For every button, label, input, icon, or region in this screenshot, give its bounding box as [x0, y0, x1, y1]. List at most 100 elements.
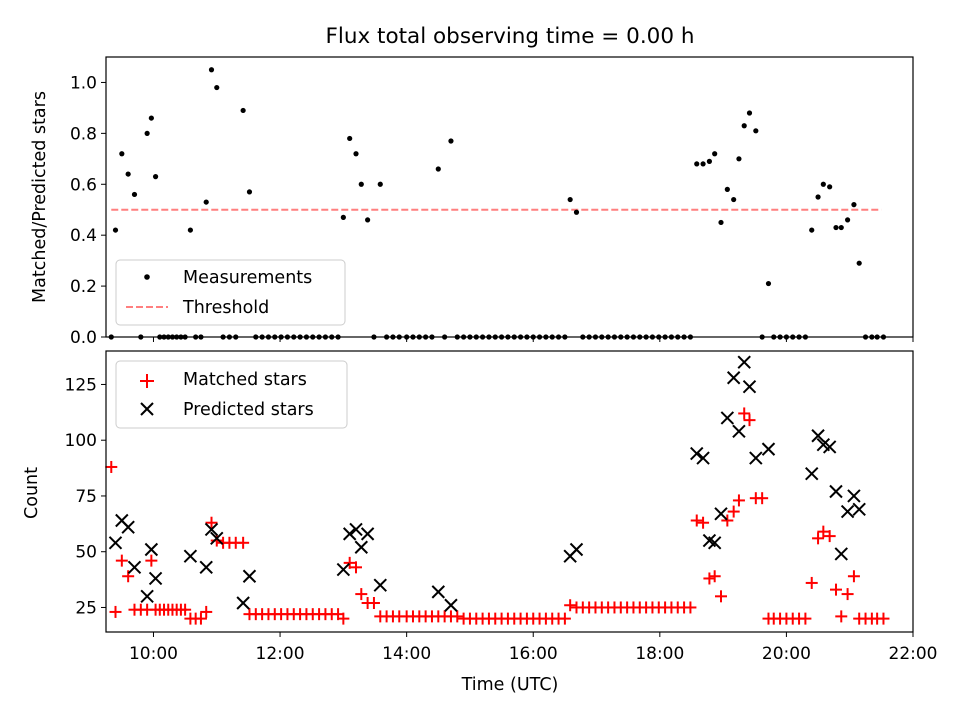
predicted-star-point	[840, 504, 855, 519]
x-stroke-b	[373, 578, 387, 592]
measurement-point	[119, 151, 125, 157]
matched-star-point	[738, 407, 751, 420]
x-stroke-b	[822, 440, 837, 454]
matched-star-point	[690, 514, 703, 527]
measurement-point	[340, 214, 346, 220]
predicted-star-point	[373, 578, 387, 592]
count-panel: 25 50 75 100 125 10:00 12:00 14:00 16:00 18:00 20…	[22, 350, 938, 695]
x-stroke-b	[144, 542, 159, 557]
legend-predicted-marker	[140, 402, 154, 416]
measurement-point	[856, 260, 862, 266]
measurement-point	[694, 161, 700, 167]
x-stroke-b	[127, 560, 142, 575]
legend-measurements-marker	[144, 274, 150, 280]
measurement-point	[706, 158, 713, 164]
measurement-point	[833, 224, 839, 231]
measurement-point	[736, 156, 742, 162]
matched-star-point	[877, 612, 890, 625]
x-stroke-b	[115, 513, 129, 528]
matched-star-point	[684, 601, 697, 614]
measurement-point	[700, 161, 706, 167]
x-stroke-b	[204, 522, 219, 537]
x-stroke-b	[336, 562, 351, 577]
predicted-star-point	[805, 466, 819, 481]
x-stroke-b	[726, 371, 741, 385]
matched-star-point	[564, 599, 577, 612]
x-stroke-b	[236, 596, 250, 610]
measurement-point	[377, 181, 383, 187]
measurement-points	[108, 67, 887, 340]
predicted-star-point	[761, 442, 776, 456]
x-stroke-b	[805, 466, 819, 481]
measurement-point	[741, 123, 747, 129]
predicted-star-point	[204, 522, 219, 537]
predicted-star-point	[726, 371, 741, 385]
measurement-point	[815, 194, 821, 200]
measurement-point	[187, 227, 193, 233]
predicted-star-point	[742, 379, 757, 394]
predicted-star-point	[811, 429, 825, 443]
ratio-y-tick-label: 0.4	[70, 226, 97, 246]
x-stroke-b	[242, 569, 257, 583]
x-stroke-b	[852, 502, 866, 517]
ratio-y-axis-label: Matched/Predicted stars	[30, 91, 50, 303]
predicted-star-point	[144, 542, 159, 557]
predicted-star-point	[108, 536, 123, 550]
time-x-tick-label: 12:00	[256, 644, 305, 664]
x-stroke-b	[431, 585, 446, 599]
matched-star-point	[721, 514, 734, 527]
legend-measurements-label: Measurements	[183, 268, 312, 288]
matched-star-point	[115, 554, 128, 567]
time-x-tick-label: 10:00	[129, 644, 178, 664]
count-y-ticks: 25 50 75 100 125	[65, 375, 106, 618]
measurement-point	[112, 227, 119, 233]
measurement-point	[152, 174, 159, 180]
time-x-tick-label: 14:00	[382, 644, 431, 664]
predicted-star-point	[210, 531, 224, 546]
x-axis-label: Time (UTC)	[461, 675, 559, 695]
matched-star-point	[823, 530, 836, 543]
measurement-point	[573, 209, 580, 215]
count-y-tick-label: 125	[65, 375, 97, 395]
measurement-point	[358, 181, 364, 187]
matched-star-point	[799, 612, 812, 625]
time-x-tick-label: 22:00	[889, 644, 938, 664]
matched-star-point	[105, 460, 118, 473]
matched-star-point	[805, 576, 818, 589]
predicted-star-point	[121, 520, 135, 534]
matched-star-point	[355, 588, 368, 601]
matched-star-point	[205, 516, 218, 529]
predicted-star-point	[690, 446, 704, 461]
predicted-star-point	[140, 589, 154, 604]
x-stroke-b	[702, 533, 717, 548]
predicted-star-point	[829, 484, 843, 499]
matched-star-point	[847, 570, 860, 583]
legend-matched-marker	[140, 374, 154, 388]
matched-star-point	[367, 597, 380, 610]
matched-star-point	[237, 536, 250, 549]
ratio-plot-frame	[105, 56, 914, 338]
x-stroke-b	[811, 429, 825, 443]
matched-star-point	[703, 572, 716, 585]
measurement-point	[365, 217, 371, 223]
x-stroke-b	[690, 446, 704, 461]
x-stroke-b	[707, 536, 722, 550]
ratio-y-tick-label: 0.6	[70, 175, 97, 195]
measurement-point	[724, 186, 730, 192]
x-stroke-b	[183, 549, 198, 563]
count-plot-frame	[105, 350, 914, 633]
matched-star-point	[194, 612, 207, 625]
ratio-y-tick-label: 0.8	[70, 124, 97, 144]
measurement-point	[753, 128, 759, 134]
matched-stars-points	[105, 407, 890, 625]
predicted-star-point	[749, 451, 763, 465]
matched-star-point	[708, 570, 721, 583]
count-y-tick-label: 100	[65, 431, 97, 451]
legend-predicted-label: Predicted stars	[183, 400, 314, 420]
matched-star-point	[200, 605, 213, 618]
predicted-stars-points	[108, 355, 866, 612]
predicted-star-point	[127, 560, 142, 575]
matched-star-point	[727, 505, 740, 518]
measurement-point	[809, 227, 815, 233]
predicted-star-point	[431, 585, 446, 599]
